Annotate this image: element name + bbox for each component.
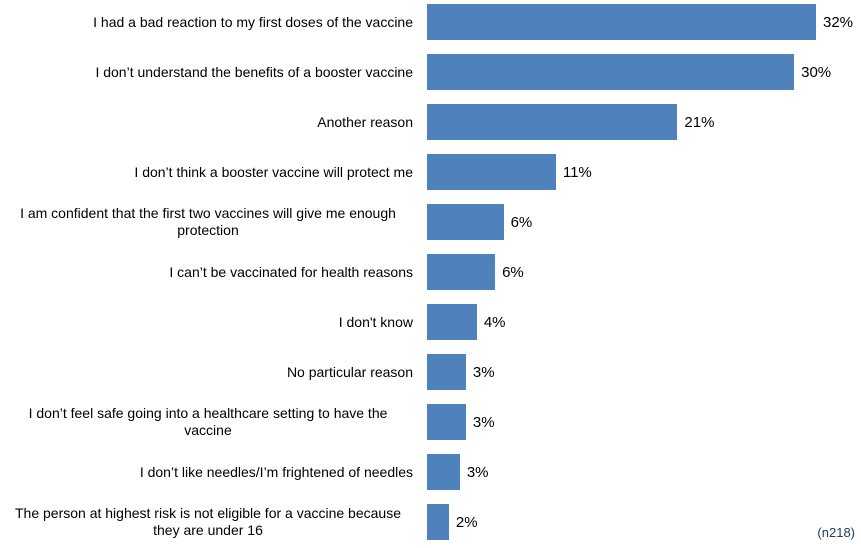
bar	[427, 304, 477, 340]
bar	[427, 254, 496, 290]
value-label: 11%	[562, 164, 592, 181]
category-label: I can’t be vaccinated for health reasons	[0, 252, 413, 292]
value-label: 3%	[472, 364, 495, 381]
value-label: 3%	[466, 464, 489, 481]
bar	[427, 154, 556, 190]
category-text: I don’t understand the benefits of a boo…	[95, 63, 413, 80]
value-label: 6%	[510, 214, 533, 231]
category-text: I am confident that the first two vaccin…	[20, 205, 396, 238]
category-label: Another reason	[0, 102, 413, 142]
value-label: 2%	[455, 514, 478, 531]
category-text: No particular reason	[286, 363, 413, 380]
category-label: The person at highest risk is not eligib…	[0, 502, 413, 542]
value-label: 30%	[801, 64, 832, 81]
bar	[427, 104, 678, 140]
category-text: Another reason	[317, 113, 413, 130]
category-label: I don't know	[0, 302, 413, 342]
category-text: I don’t feel safe going into a healthcar…	[28, 405, 388, 438]
category-text: I can’t be vaccinated for health reasons	[169, 263, 413, 280]
category-label: I don’t think a booster vaccine will pro…	[0, 152, 413, 192]
category-label: I don’t understand the benefits of a boo…	[0, 52, 413, 92]
bar	[427, 504, 449, 540]
category-label: I don’t feel safe going into a healthcar…	[0, 402, 413, 442]
category-label: No particular reason	[0, 352, 413, 392]
category-text: I don’t think a booster vaccine will pro…	[134, 163, 413, 180]
category-text: I had a bad reaction to my first doses o…	[93, 13, 413, 30]
value-label: 6%	[502, 264, 524, 281]
category-label: I am confident that the first two vaccin…	[0, 202, 413, 242]
category-label: I had a bad reaction to my first doses o…	[0, 2, 413, 42]
category-text: I don’t like needles/I’m frightened of n…	[139, 463, 413, 480]
category-text: I don't know	[338, 313, 413, 330]
bar	[427, 404, 466, 440]
category-text: The person at highest risk is not eligib…	[15, 505, 401, 538]
bar	[427, 204, 504, 240]
value-label: 21%	[684, 114, 715, 131]
bar	[427, 354, 466, 390]
bar	[427, 454, 460, 490]
sample-note: (n218)	[817, 525, 855, 540]
category-label: I don’t like needles/I’m frightened of n…	[0, 452, 413, 492]
bar	[427, 4, 816, 40]
value-label: 3%	[472, 414, 495, 431]
value-label: 32%	[823, 14, 854, 31]
value-label: 4%	[483, 314, 506, 331]
bar	[427, 54, 795, 90]
